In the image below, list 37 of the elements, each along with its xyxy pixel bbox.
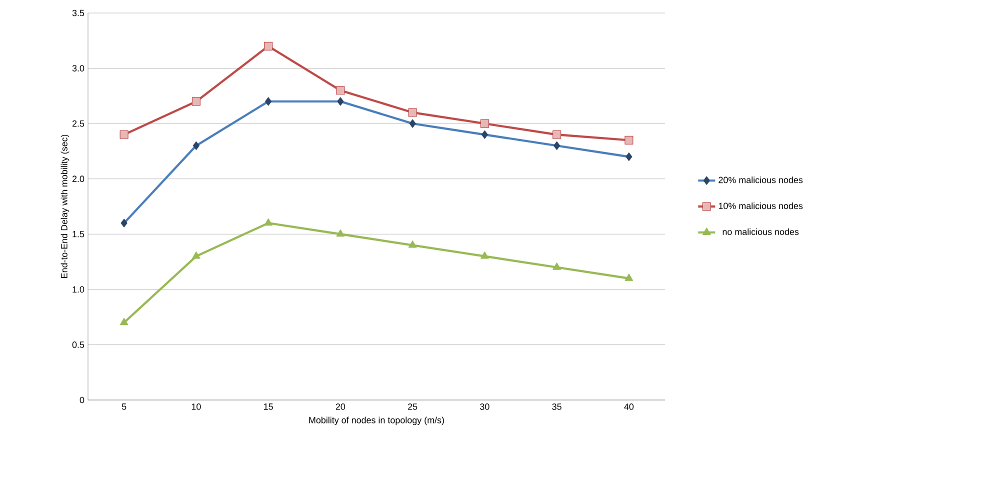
- point: [336, 86, 345, 95]
- point: [120, 130, 128, 139]
- y-tick-label: 0: [80, 396, 84, 404]
- y-axis-title: End-to-End Delay with mobility (sec): [60, 134, 70, 278]
- point: [480, 251, 489, 259]
- x-tick-label: 5: [122, 404, 126, 410]
- legend-label: 10% malicious nodes: [718, 202, 803, 210]
- y-tick-label: 0.5: [72, 342, 84, 348]
- point: [408, 240, 417, 248]
- legend-label: 20% malicious nodes: [718, 176, 803, 184]
- x-tick-label: 30: [480, 404, 490, 410]
- point: [192, 251, 200, 259]
- point: [336, 229, 345, 237]
- point: [552, 130, 562, 139]
- point: [624, 136, 634, 144]
- point: [192, 97, 200, 106]
- legend-label: no malicious nodes: [722, 228, 799, 236]
- y-tick-label: 2.0: [72, 176, 84, 182]
- x-tick-label: 40: [624, 404, 634, 410]
- y-tick-label: 3.5: [72, 10, 84, 16]
- y-tick-label: 2.5: [72, 120, 84, 127]
- point: [264, 218, 272, 226]
- point: [408, 108, 417, 117]
- point: [480, 119, 489, 128]
- y-tick-label: 3.0: [72, 65, 84, 72]
- x-tick-label: 25: [408, 404, 418, 410]
- x-tick-label: 20: [336, 404, 346, 410]
- x-axis-title: Mobility of nodes in topology (m/s): [309, 416, 444, 426]
- point: [264, 42, 273, 50]
- x-tick-label: 10: [192, 404, 201, 410]
- point: [624, 274, 634, 281]
- x-tick-label: 15: [264, 404, 273, 410]
- y-tick-label: 1.0: [72, 286, 84, 293]
- y-tick-label: 1.5: [72, 231, 84, 238]
- x-tick-label: 35: [552, 404, 562, 410]
- point: [120, 318, 128, 326]
- point: [552, 262, 562, 270]
